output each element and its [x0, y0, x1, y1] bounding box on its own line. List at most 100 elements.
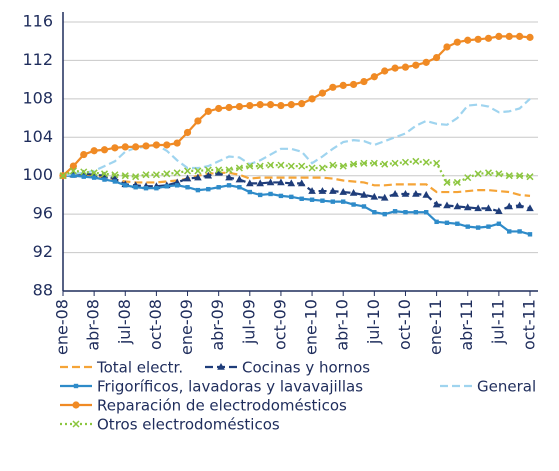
point — [505, 172, 513, 180]
point — [268, 191, 273, 197]
point — [152, 171, 160, 179]
point — [59, 172, 67, 180]
point — [194, 117, 202, 125]
line — [62, 160, 531, 184]
point — [392, 209, 398, 214]
point — [474, 170, 482, 178]
point — [154, 186, 159, 191]
x-tick-label: oct-10 — [395, 299, 414, 350]
point — [464, 36, 472, 44]
point — [90, 147, 98, 155]
point — [297, 179, 306, 187]
point — [424, 210, 429, 215]
point — [246, 179, 254, 187]
point — [422, 190, 431, 198]
point — [495, 207, 503, 215]
point — [102, 177, 107, 182]
point — [183, 174, 192, 182]
point — [195, 187, 201, 193]
point — [309, 197, 315, 202]
point — [516, 32, 524, 41]
point — [413, 210, 419, 215]
point — [267, 161, 275, 169]
point — [484, 34, 493, 42]
point — [100, 171, 109, 179]
point — [361, 204, 367, 209]
point — [465, 224, 470, 229]
point — [225, 173, 233, 181]
point — [266, 178, 275, 186]
point — [516, 172, 524, 180]
legend-label: General — [477, 378, 536, 396]
legend-marker — [72, 401, 80, 409]
point — [463, 203, 472, 211]
legend: Total electr. Cocinas y hornosFrigorífico… — [60, 359, 536, 434]
series — [60, 173, 533, 237]
point — [403, 210, 408, 215]
point — [330, 199, 336, 204]
point — [391, 189, 399, 197]
legend-item: Reparación de electrodomésticos — [60, 397, 347, 415]
point — [225, 166, 233, 174]
legend-marker — [72, 420, 80, 428]
point — [256, 162, 264, 170]
legend-item: Frigoríficos, lavadoras y lavavajillas — [60, 378, 363, 396]
point — [133, 185, 138, 190]
point — [204, 107, 212, 115]
point — [235, 164, 243, 172]
point — [163, 141, 171, 149]
point — [132, 173, 140, 181]
point — [351, 202, 356, 207]
legend-label: Total electr. — [96, 359, 183, 377]
point — [391, 64, 399, 72]
x-tick-label: oct-09 — [270, 299, 289, 350]
point — [216, 185, 221, 190]
point — [527, 232, 533, 237]
point — [277, 101, 285, 110]
point — [381, 160, 389, 168]
point — [475, 225, 481, 230]
point — [142, 171, 150, 179]
point — [443, 43, 451, 51]
point — [194, 167, 202, 175]
point — [350, 160, 358, 168]
point — [299, 196, 304, 201]
point — [246, 101, 254, 110]
point — [412, 157, 420, 165]
point — [111, 144, 119, 152]
point — [474, 35, 482, 43]
point — [194, 173, 202, 181]
point — [308, 95, 316, 103]
y-tick-label: 92 — [33, 242, 53, 261]
legend-item: Otros electrodomésticos — [60, 416, 280, 434]
point — [339, 81, 347, 90]
y-tick-label: 104 — [22, 127, 53, 146]
point — [298, 162, 306, 170]
point — [164, 184, 169, 189]
point — [80, 150, 88, 159]
point — [287, 179, 296, 187]
point — [287, 162, 295, 170]
point — [453, 38, 461, 46]
point — [453, 202, 462, 210]
point — [277, 178, 285, 186]
point — [214, 168, 223, 176]
point — [515, 201, 524, 209]
point — [329, 187, 337, 194]
point — [235, 102, 244, 111]
point — [474, 204, 482, 212]
line — [63, 174, 531, 236]
point — [412, 61, 420, 69]
point — [381, 67, 389, 75]
series — [59, 157, 534, 186]
x-tick-label: abr-10 — [333, 299, 352, 351]
point — [517, 229, 522, 234]
x-tick-label: jul-08 — [115, 299, 134, 345]
y-tick-label: 96 — [33, 204, 53, 223]
point — [507, 229, 512, 234]
point — [183, 128, 192, 137]
point — [349, 189, 358, 196]
point — [184, 167, 192, 175]
point — [287, 101, 295, 109]
point — [143, 186, 149, 191]
